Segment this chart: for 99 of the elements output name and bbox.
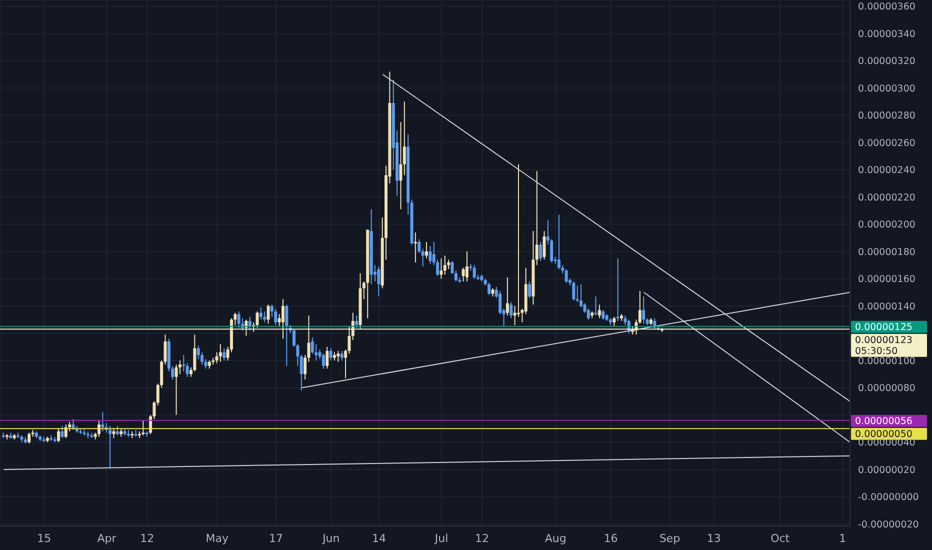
candlestick: [237, 310, 240, 328]
candlestick: [285, 304, 288, 366]
candlestick: [304, 354, 307, 380]
candlestick: [557, 214, 560, 270]
candlestick: [586, 308, 590, 320]
candlestick: [116, 425, 119, 436]
candlestick: [535, 170, 538, 266]
candlestick: [421, 248, 424, 267]
y-tick-label: 0.00000220: [858, 192, 916, 204]
candlestick: [263, 310, 266, 323]
candlestick: [266, 304, 270, 324]
candlestick: [101, 412, 104, 432]
candlestick: [440, 258, 443, 280]
candlestick: [28, 432, 31, 444]
candlestick: [281, 298, 284, 340]
candlestick: [428, 246, 432, 264]
y-tick-label: -0.00000020: [858, 519, 919, 530]
y-tick-label: 0.00000340: [858, 28, 916, 40]
y-tick-label: 0.00000360: [858, 2, 916, 13]
candlestick: [60, 425, 64, 439]
candlestick: [182, 354, 186, 372]
candlestick: [506, 276, 509, 316]
candlestick: [598, 304, 601, 319]
y-tick-label: 0.00000300: [858, 83, 916, 94]
y-tick-label: 0.00000100: [858, 356, 916, 367]
y-tick-label: 0.00000260: [858, 138, 916, 149]
y-tick-label: 0.00000080: [858, 383, 916, 394]
y-tick-label: 0.00000280: [858, 110, 916, 122]
candlestick: [462, 267, 465, 282]
x-tick-label: Oct: [770, 532, 790, 545]
x-tick-label: 12: [475, 532, 490, 545]
candlestick: [465, 250, 468, 282]
candlestick: [259, 306, 262, 320]
y-tick-label: 0.00000040: [858, 438, 916, 449]
candlestick: [443, 255, 446, 276]
y-tick-label: 0.00000320: [858, 56, 916, 68]
x-tick-label: Sep: [659, 532, 680, 545]
ref-line-label: 0.00000123 05:30:50: [855, 334, 912, 357]
candlestick: [142, 420, 145, 436]
y-tick-label: 0.00000160: [858, 274, 916, 286]
candlestick: [322, 353, 325, 370]
y-tick-label: 0.00000140: [858, 301, 916, 312]
candlestick: [336, 350, 340, 362]
candlestick: [414, 232, 417, 263]
candlestick: [539, 241, 542, 262]
candlestick: [572, 280, 576, 302]
ref-line-label: 0.00000125: [855, 322, 912, 333]
x-tick-label: 17: [268, 532, 283, 545]
x-tick-label: 13: [706, 532, 721, 545]
y-tick-label: -0.00000000: [858, 492, 919, 504]
x-tick-label: 16: [604, 532, 618, 545]
candlestick: [326, 346, 329, 370]
y-tick-label: 0.00000180: [858, 246, 916, 258]
candlestick: [174, 364, 178, 416]
candlestick: [256, 310, 259, 328]
candlestick: [418, 238, 421, 254]
candlestick: [222, 348, 226, 361]
candlestick: [399, 122, 402, 210]
x-tick-label: May: [206, 532, 229, 545]
candlestick: [425, 241, 428, 259]
ref-line-label: 0.00000050: [855, 428, 912, 440]
candlestick: [112, 428, 116, 439]
candlestick: [642, 296, 646, 324]
candlestick: [340, 350, 344, 361]
candlestick: [274, 308, 278, 326]
candlestick: [602, 310, 605, 320]
candlestick: [329, 348, 332, 361]
candlestick: [564, 268, 568, 284]
candlestick: [64, 424, 68, 439]
candlestick: [472, 264, 476, 280]
x-tick-label: Aug: [544, 532, 566, 545]
candlestick: [300, 354, 303, 391]
x-tick-label: Apr: [97, 532, 117, 545]
candlestick: [528, 280, 532, 298]
candlestick: [248, 316, 252, 332]
candlestick: [57, 428, 60, 443]
candlestick: [218, 344, 222, 362]
ref-line-label: 0.00000056: [855, 416, 912, 427]
candlestick: [488, 282, 491, 296]
x-tick-label: Jun: [322, 532, 340, 545]
candlestick: [612, 316, 616, 327]
candlestick: [510, 301, 513, 319]
candlestick: [186, 362, 189, 378]
candlestick: [402, 101, 406, 176]
x-tick-label: 15: [37, 532, 52, 545]
candlestick: [498, 290, 502, 315]
candlestick: [542, 230, 546, 260]
x-tick-label: Jul: [434, 532, 448, 545]
candlestick: [638, 290, 642, 324]
candlestick: [307, 315, 310, 362]
candlestick: [355, 315, 358, 328]
x-tick-label: 14: [372, 532, 386, 545]
x-tick-label: 1: [839, 532, 846, 545]
candlestick: [377, 266, 380, 297]
y-tick-label: 0.00000240: [858, 165, 916, 176]
y-tick-label: 0.00000200: [858, 220, 916, 231]
candlestick: [108, 425, 112, 469]
y-tick-label: 0.00000020: [858, 464, 916, 476]
x-tick-label: 12: [140, 532, 154, 545]
